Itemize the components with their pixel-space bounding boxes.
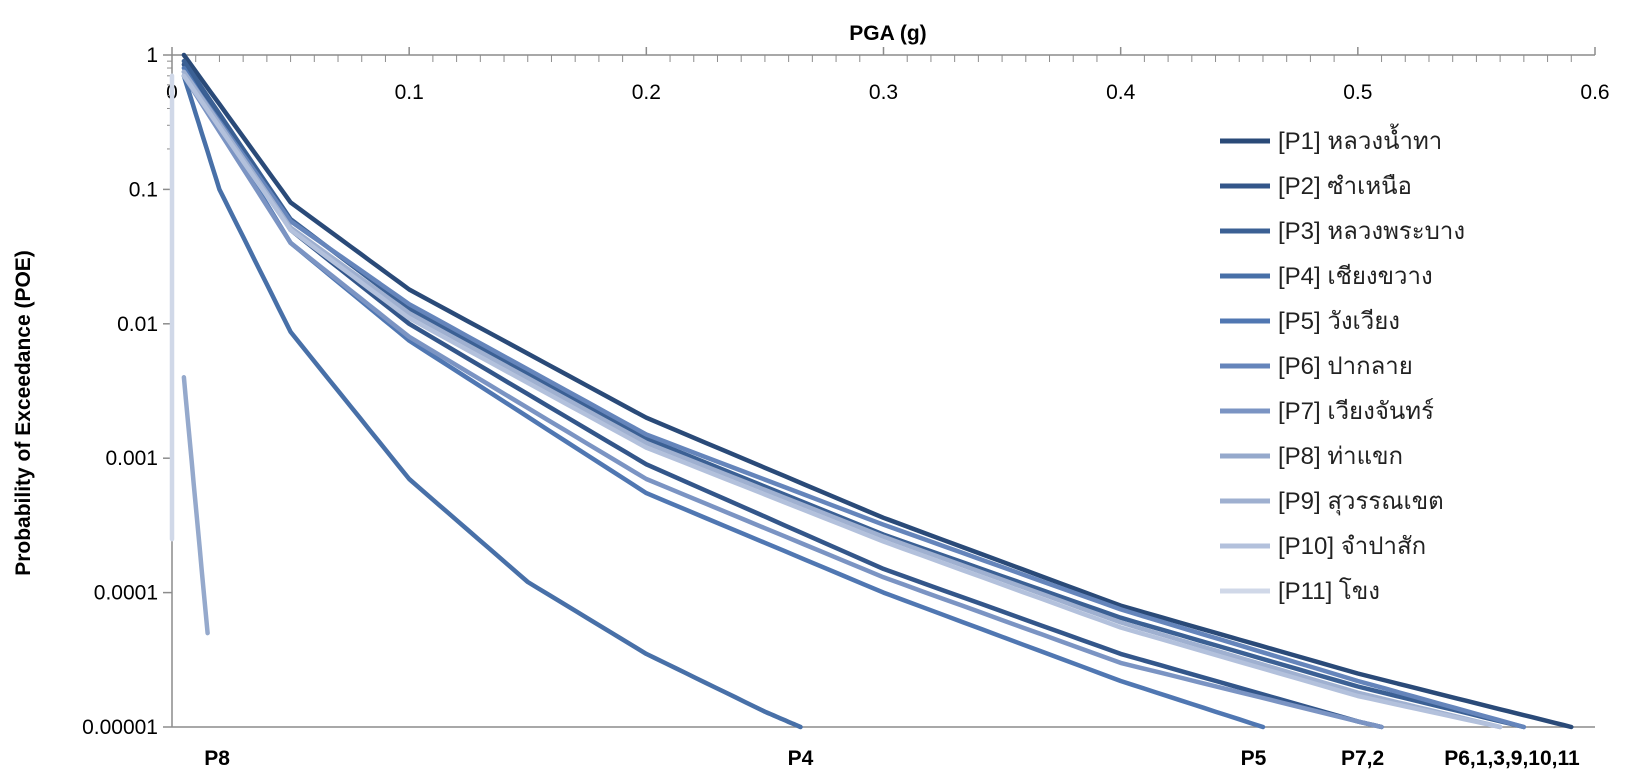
legend-entry-label: [P4] เชียงขวาง <box>1278 263 1433 290</box>
series-line-p10 <box>181 73 1503 730</box>
legend-entry-label: [P6] ปากลาย <box>1278 353 1413 380</box>
annotation-label: P7,2 <box>1341 747 1384 770</box>
legend-entry-label: [P7] เวียงจันทร์ <box>1278 397 1434 425</box>
legend-entry-label: [P8] ท่าแขก <box>1278 443 1403 470</box>
x-tick-label: 0.1 <box>395 81 424 104</box>
series-line-p1 <box>181 52 1574 730</box>
x-axis-title: PGA (g) <box>849 22 926 45</box>
legend: [P1] หลวงน้ำทา [P2] ซำเหนือ [P3] หลวงพระบา… <box>1220 123 1465 605</box>
x-tick-label: 0.3 <box>869 81 898 104</box>
legend-entry-label: [P9] สุวรรณเขต <box>1278 488 1444 516</box>
x-tick-label: 0.2 <box>632 81 661 104</box>
y-tick-label: 0.1 <box>129 178 158 201</box>
legend-entry-label: [P2] ซำเหนือ <box>1278 173 1412 200</box>
series-line-p8 <box>181 375 210 636</box>
x-tick-label: 0.5 <box>1343 81 1372 104</box>
legend-entry-label: [P3] หลวงพระบาง <box>1278 218 1465 245</box>
legend-entry-label: [P10] จำปาสัก <box>1278 533 1426 560</box>
legend-entry-label: [P1] หลวงน้ำทา <box>1278 123 1442 155</box>
legend-entry-label: [P5] วังเวียง <box>1278 308 1400 335</box>
annotation-label: P6,1,3,9,10,11 <box>1444 747 1580 770</box>
series-line-p6 <box>181 69 1527 730</box>
x-tick-label: 0.4 <box>1106 81 1136 104</box>
plot-area <box>169 52 1574 730</box>
y-tick-label: 0.001 <box>105 447 158 470</box>
annotation-label: P8 <box>204 747 230 770</box>
y-tick-label: 0.00001 <box>82 716 158 739</box>
x-tick-label: 0.6 <box>1580 81 1609 104</box>
series-line-p4 <box>181 73 803 730</box>
series-line-p3 <box>181 58 1527 730</box>
y-tick-label: 1 <box>146 44 158 67</box>
annotation-label: P5 <box>1241 747 1267 770</box>
axes-group: 0 0.1 0.2 0.3 0.4 0.5 0.610.10.010.0010.00010.… <box>82 44 1610 739</box>
annotation-label: P4 <box>788 747 814 770</box>
legend-entry-label: [P11] โขง <box>1278 577 1380 605</box>
series-line-p7 <box>181 73 1384 730</box>
y-tick-label: 0.0001 <box>94 582 158 605</box>
curve-end-annotations: P8 P4 P5 P7,2 P6,1,3,9,10,11 <box>204 747 1580 770</box>
y-tick-label: 0.01 <box>117 313 158 336</box>
y-axis-title: Probability of Exceedance (POE) <box>12 250 35 576</box>
